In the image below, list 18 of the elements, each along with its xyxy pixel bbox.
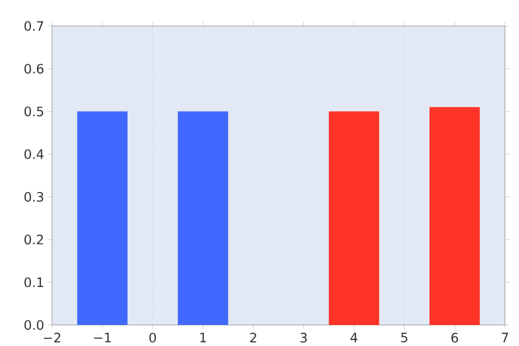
x-tick-label: 1	[200, 332, 206, 342]
x-tick-label: 4	[350, 332, 358, 342]
y-tick-label: 0.7	[24, 21, 44, 31]
y-tick-label: 0.4	[24, 149, 44, 160]
y-tick-label: 0.3	[24, 192, 44, 202]
x-tick-label: 3	[300, 332, 307, 343]
y-tick-label: 0.5	[24, 106, 44, 116]
x-tick-label: 5	[401, 332, 408, 342]
x-tick-label: 0	[149, 332, 156, 343]
x-tick-label: 2	[250, 332, 256, 342]
y-tick-label: 0.1	[24, 277, 44, 288]
x-tick-label: 6	[451, 332, 458, 343]
y-tick-label: 0.6	[24, 64, 44, 74]
y-tick-label: 0.0	[24, 320, 44, 330]
x-tick-label: −2	[44, 332, 60, 342]
x-tick-label: 7	[502, 332, 508, 342]
y-tick-label: 0.2	[24, 234, 43, 245]
x-tick-label: −1	[94, 332, 111, 342]
